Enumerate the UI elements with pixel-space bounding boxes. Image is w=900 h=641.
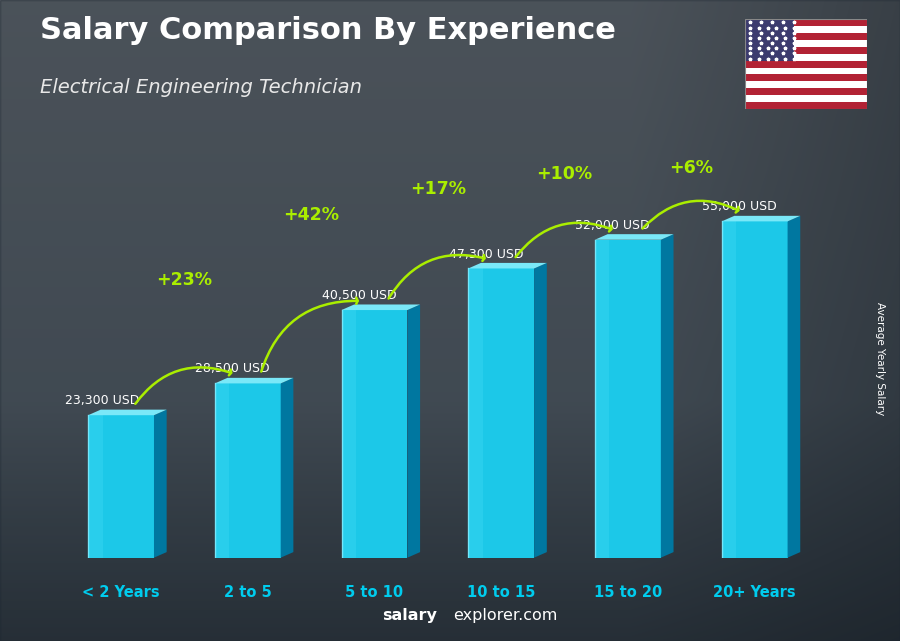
Text: 15 to 20: 15 to 20 bbox=[594, 585, 662, 601]
Bar bbox=[745, 67, 867, 74]
Text: 10 to 15: 10 to 15 bbox=[467, 585, 536, 601]
Bar bbox=[341, 310, 408, 558]
Bar bbox=[88, 415, 154, 558]
Bar bbox=[468, 269, 534, 558]
Text: < 2 Years: < 2 Years bbox=[82, 585, 160, 601]
Text: +23%: +23% bbox=[157, 271, 212, 289]
Bar bbox=[745, 88, 867, 95]
Bar bbox=[745, 81, 867, 88]
Text: +10%: +10% bbox=[536, 165, 592, 183]
Text: salary: salary bbox=[382, 608, 437, 623]
Text: 28,500 USD: 28,500 USD bbox=[195, 362, 270, 376]
Bar bbox=[215, 383, 230, 558]
Polygon shape bbox=[215, 378, 293, 383]
Bar bbox=[745, 54, 867, 61]
Text: 55,000 USD: 55,000 USD bbox=[702, 201, 777, 213]
Bar bbox=[722, 221, 736, 558]
Bar bbox=[745, 33, 867, 40]
Bar bbox=[595, 240, 661, 558]
Polygon shape bbox=[468, 263, 547, 269]
Bar bbox=[745, 40, 867, 47]
Polygon shape bbox=[722, 216, 800, 221]
Text: 20+ Years: 20+ Years bbox=[714, 585, 796, 601]
Polygon shape bbox=[341, 304, 420, 310]
Bar bbox=[468, 269, 482, 558]
Bar bbox=[88, 415, 103, 558]
Polygon shape bbox=[408, 304, 420, 558]
Text: 40,500 USD: 40,500 USD bbox=[322, 289, 397, 302]
Bar bbox=[745, 102, 867, 109]
Bar bbox=[745, 19, 794, 61]
Bar bbox=[745, 19, 867, 26]
Text: Average Yearly Salary: Average Yearly Salary bbox=[875, 303, 886, 415]
Polygon shape bbox=[154, 410, 166, 558]
Bar bbox=[595, 240, 609, 558]
Polygon shape bbox=[534, 263, 547, 558]
Polygon shape bbox=[788, 216, 800, 558]
Polygon shape bbox=[281, 378, 293, 558]
Text: Salary Comparison By Experience: Salary Comparison By Experience bbox=[40, 16, 616, 45]
Bar bbox=[745, 47, 867, 54]
Text: +17%: +17% bbox=[410, 180, 466, 198]
Text: +42%: +42% bbox=[284, 206, 339, 224]
Bar bbox=[745, 95, 867, 102]
Polygon shape bbox=[88, 410, 166, 415]
Text: 23,300 USD: 23,300 USD bbox=[65, 394, 140, 407]
Text: 52,000 USD: 52,000 USD bbox=[575, 219, 650, 232]
Text: 47,300 USD: 47,300 USD bbox=[449, 247, 523, 260]
Text: +6%: +6% bbox=[670, 159, 714, 177]
Text: Electrical Engineering Technician: Electrical Engineering Technician bbox=[40, 78, 363, 97]
Text: 2 to 5: 2 to 5 bbox=[224, 585, 272, 601]
Bar bbox=[722, 221, 788, 558]
Text: 5 to 10: 5 to 10 bbox=[346, 585, 403, 601]
Polygon shape bbox=[595, 234, 673, 240]
Text: explorer.com: explorer.com bbox=[453, 608, 557, 623]
Polygon shape bbox=[661, 234, 673, 558]
Bar bbox=[745, 74, 867, 81]
Bar bbox=[215, 383, 281, 558]
Bar bbox=[745, 61, 867, 67]
Bar bbox=[341, 310, 356, 558]
Bar bbox=[745, 26, 867, 33]
